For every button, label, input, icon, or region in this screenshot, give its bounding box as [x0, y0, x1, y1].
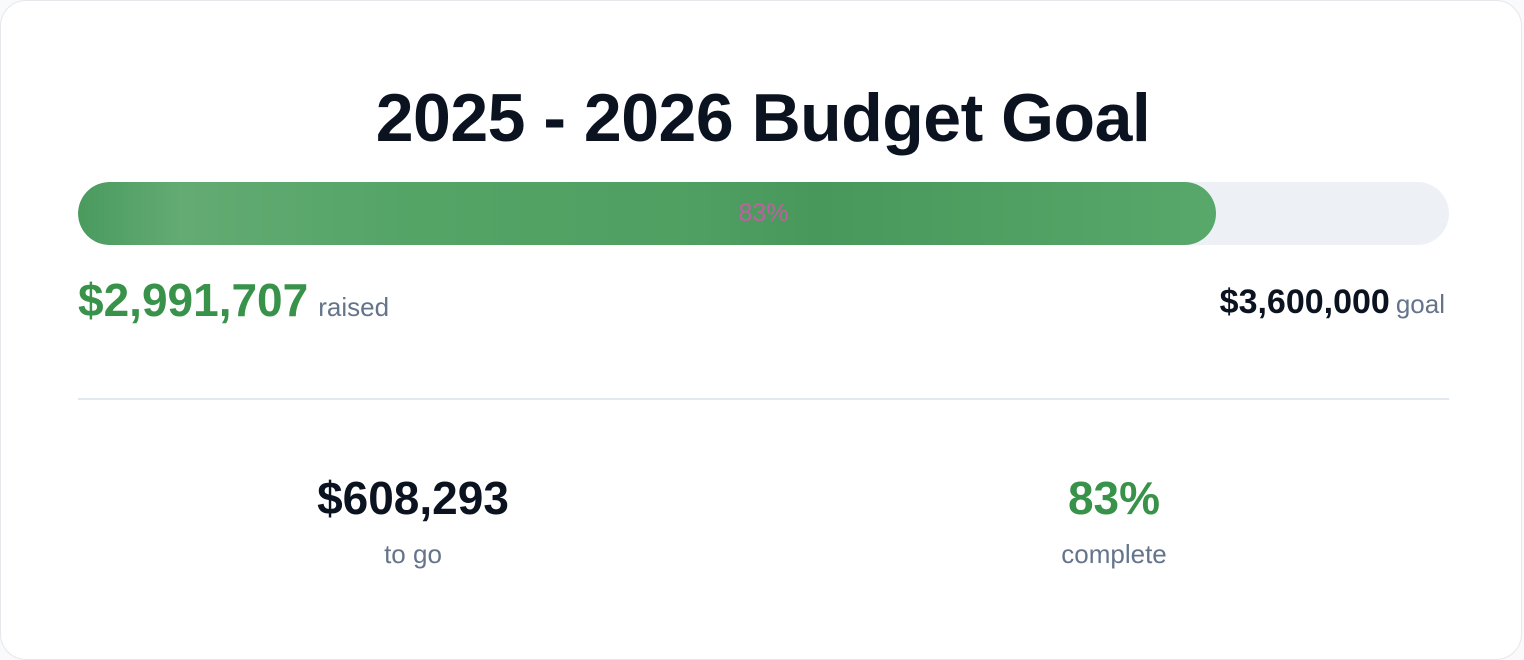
divider: [78, 398, 1449, 400]
stat: $608,293 to go: [113, 471, 713, 570]
stat-label: to go: [384, 539, 442, 569]
progress-fill: [78, 182, 1216, 245]
progress-label: 83%: [738, 199, 789, 227]
stat: 83% complete: [814, 471, 1414, 570]
goal-amount: $3,600,000: [1219, 283, 1390, 321]
title: 2025 - 2026 Budget Goal: [375, 80, 1151, 156]
goal: $3,600,000 goal: [1220, 283, 1445, 322]
stat-label: complete: [1061, 539, 1167, 569]
progress-track: 83%: [78, 182, 1449, 245]
stat-value: 83%: [1067, 472, 1161, 524]
raised: $2,991,707 raised: [78, 273, 389, 327]
goal-label: goal: [1395, 289, 1445, 319]
raised-amount: $2,991,707: [78, 274, 309, 326]
stat-value: $608,293: [317, 472, 509, 524]
raised-label: raised: [318, 292, 390, 322]
